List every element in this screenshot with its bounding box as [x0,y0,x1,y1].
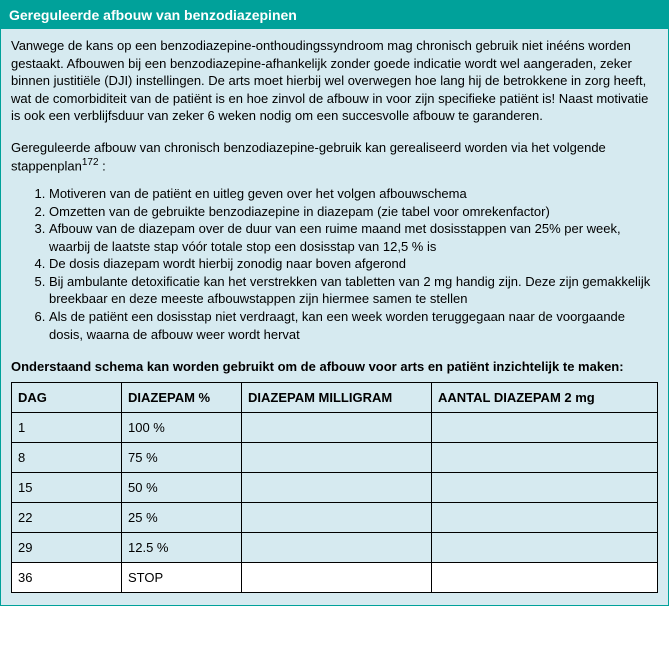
cell-count [432,503,658,533]
document-container: Gereguleerde afbouw van benzodiazepinen … [0,0,669,606]
cell-mg [242,413,432,443]
document-title: Gereguleerde afbouw van benzodiazepinen [9,7,297,23]
schema-row: 1 100 % [12,413,658,443]
cell-count [432,413,658,443]
step-item: Omzetten van de gebruikte benzodiazepine… [49,203,658,221]
schema-row: 22 25 % [12,503,658,533]
schema-row: 8 75 % [12,443,658,473]
cell-dag: 15 [12,473,122,503]
step-item: Als de patiënt een dosisstap niet verdra… [49,308,658,343]
schema-col-count: AANTAL DIAZEPAM 2 mg [432,383,658,413]
cell-dag: 8 [12,443,122,473]
cell-pct: STOP [122,563,242,593]
schema-body: 1 100 % 8 75 % 15 50 % [12,413,658,593]
step-item: Bij ambulante detoxificatie kan het vers… [49,273,658,308]
cell-dag: 22 [12,503,122,533]
cell-count [432,443,658,473]
intro-paragraph-1: Vanwege de kans op een benzodiazepine-on… [11,37,658,125]
document-body: Vanwege de kans op een benzodiazepine-on… [1,29,668,605]
cell-count [432,533,658,563]
intro-paragraph-2-tail: : [99,159,106,174]
cell-dag: 1 [12,413,122,443]
cell-mg [242,563,432,593]
schema-table: DAG DIAZEPAM % DIAZEPAM MILLIGRAM AANTAL… [11,382,658,593]
cell-mg [242,533,432,563]
schema-row: 29 12.5 % [12,533,658,563]
cell-pct: 100 % [122,413,242,443]
cell-dag: 29 [12,533,122,563]
cell-pct: 75 % [122,443,242,473]
schema-row: 36 STOP [12,563,658,593]
cell-pct: 25 % [122,503,242,533]
cell-dag: 36 [12,563,122,593]
step-item: Afbouw van de diazepam over de duur van … [49,220,658,255]
step-list: Motiveren van de patiënt en uitleg geven… [11,185,658,343]
schema-col-dag: DAG [12,383,122,413]
schema-col-mg: DIAZEPAM MILLIGRAM [242,383,432,413]
cell-mg [242,503,432,533]
cell-pct: 12.5 % [122,533,242,563]
cell-pct: 50 % [122,473,242,503]
intro-reference-172: 172 [82,157,99,168]
schema-caption: Onderstaand schema kan worden gebruikt o… [11,359,658,374]
step-item: Motiveren van de patiënt en uitleg geven… [49,185,658,203]
schema-header-row: DAG DIAZEPAM % DIAZEPAM MILLIGRAM AANTAL… [12,383,658,413]
cell-count [432,473,658,503]
document-header: Gereguleerde afbouw van benzodiazepinen [1,1,668,29]
intro-paragraph-2: Gereguleerde afbouw van chronisch benzod… [11,139,658,175]
cell-mg [242,443,432,473]
schema-col-pct: DIAZEPAM % [122,383,242,413]
cell-count [432,563,658,593]
cell-mg [242,473,432,503]
schema-row: 15 50 % [12,473,658,503]
step-item: De dosis diazepam wordt hierbij zonodig … [49,255,658,273]
